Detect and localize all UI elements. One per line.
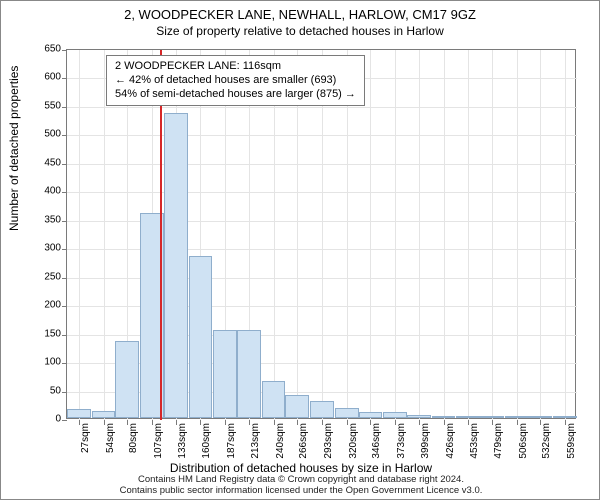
y-tick-label: 600 bbox=[31, 72, 61, 83]
y-tick-label: 50 bbox=[31, 385, 61, 396]
histogram-bar bbox=[189, 256, 213, 418]
histogram-bar bbox=[407, 415, 431, 418]
y-tick-label: 500 bbox=[31, 129, 61, 140]
info-box-line1: 2 WOODPECKER LANE: 116sqm bbox=[115, 60, 356, 74]
gridline-vertical bbox=[419, 50, 420, 420]
x-tick-label: 187sqm bbox=[226, 423, 237, 463]
y-axis-label: Number of detached properties bbox=[7, 66, 21, 231]
x-tick-label: 320sqm bbox=[348, 423, 359, 463]
x-tick-label: 373sqm bbox=[396, 423, 407, 463]
y-tick-mark bbox=[62, 363, 67, 364]
chart-area: 2 WOODPECKER LANE: 116sqm ← 42% of detac… bbox=[66, 49, 576, 419]
y-tick-mark bbox=[62, 50, 67, 51]
x-tick-label: 559sqm bbox=[566, 423, 577, 463]
chart-container: 2, WOODPECKER LANE, NEWHALL, HARLOW, CM1… bbox=[0, 0, 600, 500]
histogram-bar bbox=[359, 412, 383, 418]
y-tick-label: 150 bbox=[31, 328, 61, 339]
gridline-vertical bbox=[492, 50, 493, 420]
info-box-line3: 54% of semi-detached houses are larger (… bbox=[115, 88, 356, 102]
histogram-bar bbox=[310, 401, 334, 418]
histogram-bar bbox=[553, 416, 577, 418]
x-tick-label: 399sqm bbox=[420, 423, 431, 463]
x-tick-label: 506sqm bbox=[518, 423, 529, 463]
y-tick-mark bbox=[62, 392, 67, 393]
x-tick-label: 160sqm bbox=[201, 423, 212, 463]
x-tick-label: 346sqm bbox=[371, 423, 382, 463]
y-tick-label: 400 bbox=[31, 186, 61, 197]
histogram-bar bbox=[164, 113, 188, 418]
y-tick-mark bbox=[62, 192, 67, 193]
y-tick-mark bbox=[62, 420, 67, 421]
y-tick-mark bbox=[62, 107, 67, 108]
y-tick-label: 200 bbox=[31, 300, 61, 311]
chart-title-main: 2, WOODPECKER LANE, NEWHALL, HARLOW, CM1… bbox=[1, 1, 599, 22]
x-tick-label: 532sqm bbox=[541, 423, 552, 463]
gridline-vertical bbox=[540, 50, 541, 420]
x-tick-label: 293sqm bbox=[323, 423, 334, 463]
x-tick-label: 266sqm bbox=[298, 423, 309, 463]
gridline-vertical bbox=[468, 50, 469, 420]
histogram-bar bbox=[529, 416, 553, 418]
x-axis-label: Distribution of detached houses by size … bbox=[1, 461, 600, 475]
x-tick-label: 27sqm bbox=[80, 423, 91, 463]
histogram-bar bbox=[456, 416, 480, 418]
attribution-line2: Contains public sector information licen… bbox=[1, 486, 600, 497]
y-tick-label: 350 bbox=[31, 214, 61, 225]
histogram-bar bbox=[67, 409, 91, 418]
histogram-bar bbox=[285, 395, 309, 418]
y-tick-label: 650 bbox=[31, 44, 61, 55]
histogram-bar bbox=[505, 416, 529, 418]
histogram-bar bbox=[335, 408, 359, 418]
histogram-bar bbox=[262, 381, 286, 418]
y-tick-mark bbox=[62, 78, 67, 79]
x-tick-label: 54sqm bbox=[105, 423, 116, 463]
y-tick-mark bbox=[62, 335, 67, 336]
histogram-bar bbox=[480, 416, 504, 418]
gridline-vertical bbox=[517, 50, 518, 420]
gridline-vertical bbox=[370, 50, 371, 420]
gridline-vertical bbox=[395, 50, 396, 420]
histogram-bar bbox=[115, 341, 139, 418]
histogram-bar bbox=[432, 416, 456, 418]
y-tick-mark bbox=[62, 135, 67, 136]
x-tick-label: 80sqm bbox=[128, 423, 139, 463]
x-tick-label: 453sqm bbox=[469, 423, 480, 463]
x-tick-label: 213sqm bbox=[250, 423, 261, 463]
y-tick-mark bbox=[62, 306, 67, 307]
y-tick-label: 0 bbox=[31, 414, 61, 425]
y-tick-mark bbox=[62, 164, 67, 165]
y-tick-mark bbox=[62, 221, 67, 222]
gridline-vertical bbox=[104, 50, 105, 420]
y-tick-label: 550 bbox=[31, 100, 61, 111]
y-tick-mark bbox=[62, 249, 67, 250]
x-tick-label: 240sqm bbox=[275, 423, 286, 463]
gridline-vertical bbox=[565, 50, 566, 420]
histogram-bar bbox=[237, 330, 261, 418]
histogram-bar bbox=[383, 412, 407, 418]
histogram-bar bbox=[92, 411, 116, 418]
y-tick-mark bbox=[62, 278, 67, 279]
y-tick-label: 100 bbox=[31, 357, 61, 368]
attribution: Contains HM Land Registry data © Crown c… bbox=[1, 475, 600, 497]
y-tick-label: 450 bbox=[31, 157, 61, 168]
y-tick-label: 300 bbox=[31, 243, 61, 254]
y-tick-label: 250 bbox=[31, 271, 61, 282]
x-tick-label: 133sqm bbox=[177, 423, 188, 463]
gridline-vertical bbox=[444, 50, 445, 420]
x-tick-label: 107sqm bbox=[153, 423, 164, 463]
gridline-vertical bbox=[79, 50, 80, 420]
info-box-line2: ← 42% of detached houses are smaller (69… bbox=[115, 74, 356, 88]
info-box: 2 WOODPECKER LANE: 116sqm ← 42% of detac… bbox=[106, 55, 365, 106]
x-tick-label: 479sqm bbox=[493, 423, 504, 463]
histogram-bar bbox=[213, 330, 237, 418]
x-tick-label: 426sqm bbox=[445, 423, 456, 463]
chart-title-sub: Size of property relative to detached ho… bbox=[1, 22, 599, 38]
